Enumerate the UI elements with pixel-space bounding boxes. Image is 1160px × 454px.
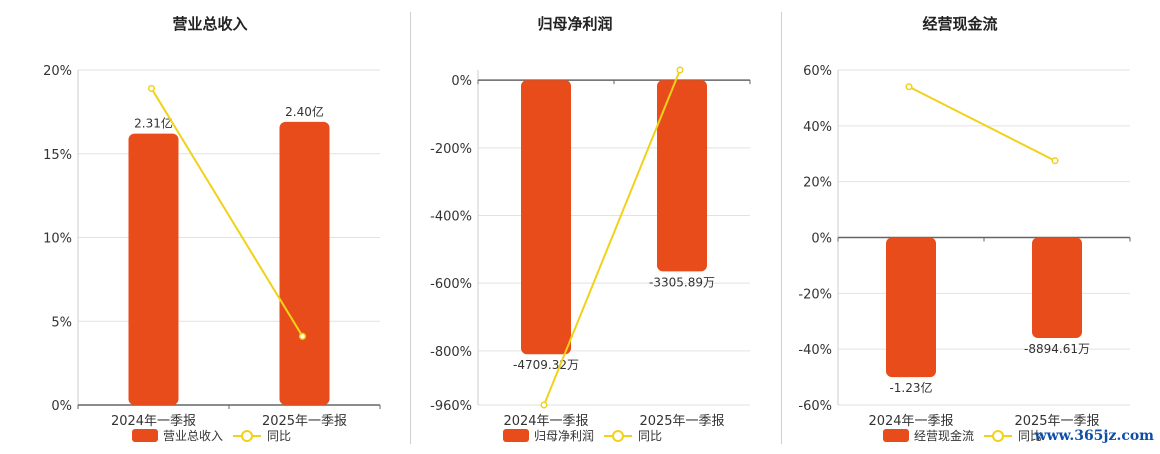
yoy-point (540, 401, 548, 409)
panel-divider (781, 12, 782, 444)
yoy-line (543, 69, 681, 406)
x-tick-label: 2025年一季报 (1014, 414, 1099, 429)
legend-label-bar: 经营现金流 (914, 428, 974, 443)
y-tick-label: -20% (798, 287, 832, 302)
y-tick-label: 60% (803, 64, 832, 79)
y-tick-label: -800% (430, 345, 472, 360)
legend-swatch-bar (883, 429, 909, 442)
bar-data-label: -1.23亿 (889, 380, 932, 395)
y-tick-label: -600% (430, 277, 472, 292)
bar (128, 133, 179, 405)
legend-swatch-marker (612, 430, 624, 442)
y-tick-label: 20% (803, 176, 832, 191)
yoy-point (676, 66, 684, 74)
bar (657, 80, 707, 272)
legend-label-line: 同比 (1018, 429, 1042, 443)
y-tick-label: 0% (51, 399, 72, 414)
legend-label-line: 同比 (638, 429, 662, 443)
y-tick-label: -200% (430, 142, 472, 157)
chart-title: 经营现金流 (922, 15, 997, 33)
yoy-point (298, 332, 307, 340)
yoy-point (1051, 157, 1059, 165)
bar-data-label: -8894.61万 (1024, 342, 1090, 356)
bar-data-label: -4709.32万 (513, 358, 579, 372)
x-tick-label: 2024年一季报 (111, 414, 196, 429)
x-tick-label: 2025年一季报 (639, 414, 724, 429)
x-tick-label: 2025年一季报 (262, 414, 347, 429)
x-tick-label: 2024年一季报 (503, 414, 588, 429)
bar-data-label: 2.40亿 (285, 104, 324, 119)
legend-label-bar: 营业总收入 (163, 429, 223, 443)
legend-swatch-marker (241, 430, 253, 442)
y-tick-label: 10% (43, 232, 72, 247)
y-tick-label: 40% (803, 120, 832, 135)
y-tick-label: 5% (51, 315, 72, 330)
y-tick-label: -400% (430, 210, 472, 225)
legend-swatch-bar (132, 429, 158, 442)
bar-data-label: 2.31亿 (134, 116, 173, 131)
chart-title: 归母净利润 (537, 15, 612, 33)
y-tick-label: -60% (798, 399, 832, 414)
bar (279, 121, 330, 406)
bar (886, 237, 936, 378)
panel-divider (410, 12, 411, 444)
bar-data-label: -3305.89万 (649, 275, 715, 289)
bar (1032, 237, 1082, 338)
chart-title: 营业总收入 (172, 15, 247, 33)
y-tick-label: 0% (811, 232, 832, 247)
yoy-point (147, 84, 156, 92)
legend-swatch-marker (992, 430, 1004, 442)
y-tick-label: -960% (430, 399, 472, 414)
yoy-line (150, 87, 304, 337)
yoy-point (905, 83, 913, 91)
yoy-line (908, 85, 1056, 162)
y-tick-label: 0% (451, 74, 472, 89)
bar (521, 80, 571, 355)
watermark: www.365jz.com (1034, 428, 1154, 444)
y-tick-label: 15% (43, 148, 72, 163)
x-tick-label: 2024年一季报 (868, 414, 953, 429)
legend-label-line: 同比 (267, 429, 291, 443)
legend-swatch-bar (503, 429, 529, 442)
y-tick-label: -40% (798, 343, 832, 358)
legend-label-bar: 归母净利润 (534, 429, 594, 443)
y-tick-label: 20% (43, 64, 72, 79)
